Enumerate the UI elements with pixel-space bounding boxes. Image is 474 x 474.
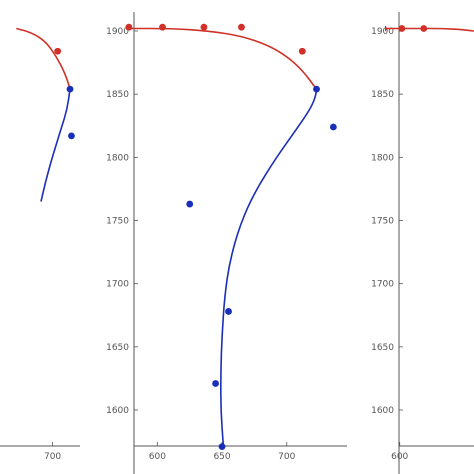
blue-data-point (313, 85, 320, 93)
y-tick-label: 1800 (106, 153, 129, 163)
y-tick-label: 1750 (371, 217, 394, 227)
blue-data-point (329, 123, 337, 131)
chart-panel-right: 1600 1650 1700 1750 1800 1850 1900 600 (371, 12, 474, 474)
blue-data-point (68, 132, 75, 140)
red-fit-curve (16, 27, 71, 90)
y-tick-label: 1750 (106, 217, 129, 227)
y-tick-label: 1850 (371, 90, 394, 100)
red-fit-curve (128, 27, 318, 90)
blue-data-point (225, 308, 232, 315)
blue-data-point (212, 380, 219, 387)
blue-data-point (186, 200, 194, 208)
y-tick-label: 1650 (106, 343, 129, 353)
red-data-point (398, 25, 406, 32)
plot-area (16, 27, 75, 202)
plot-area (385, 25, 474, 32)
y-tick-label: 1650 (371, 343, 394, 353)
red-data-point (298, 47, 306, 55)
red-data-point (200, 23, 208, 31)
plot-area (125, 23, 337, 451)
blue-fit-curve (219, 88, 318, 447)
red-data-point (125, 23, 133, 31)
red-data-point (420, 25, 428, 32)
red-data-point (159, 23, 166, 31)
chart-panel-middle: 1600 1650 1700 1750 1800 1850 1900 600 650 700 (106, 12, 347, 474)
red-data-point (54, 47, 62, 55)
chart-panel-left: 700 (0, 27, 80, 462)
red-fit-curve (385, 27, 474, 32)
x-tick-label: 700 (44, 452, 61, 462)
red-data-point (238, 23, 245, 31)
x-tick-label: 600 (149, 452, 166, 462)
y-tick-label: 1900 (371, 27, 394, 37)
blue-data-point (66, 85, 74, 93)
blue-data-point (218, 443, 226, 451)
y-tick-label: 1800 (371, 153, 394, 163)
y-tick-label: 1850 (106, 90, 129, 100)
blue-fit-curve (40, 88, 71, 202)
x-tick-label: 650 (213, 452, 230, 462)
x-tick-label: 700 (278, 452, 295, 462)
y-tick-label: 1600 (106, 406, 129, 416)
y-tick-label: 1600 (371, 406, 394, 416)
y-tick-label: 1700 (106, 280, 129, 290)
red-data-point (385, 25, 387, 32)
y-tick-label: 1700 (371, 280, 394, 290)
x-tick-label: 600 (391, 452, 408, 462)
y-tick-label: 1900 (106, 27, 129, 37)
